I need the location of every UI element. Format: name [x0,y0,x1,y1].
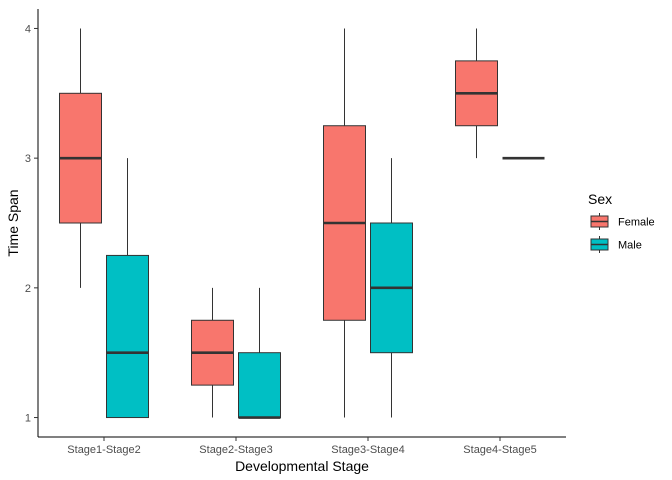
x-tick-label: Stage1-Stage2 [67,444,140,456]
y-axis-title: Time Span [5,189,21,256]
legend-label-female: Female [618,217,655,229]
box-body [106,254,149,419]
box-female [323,28,366,418]
y-tick-label: 2 [25,283,31,295]
y-tick-label: 4 [25,23,31,35]
box-female [191,287,234,418]
y-tick-label: 3 [25,153,31,165]
box-male [238,287,281,419]
box-body [238,352,281,419]
box-female [455,28,498,159]
x-tick-label: Stage2-Stage3 [199,444,272,456]
y-axis-ticks: 1 2 3 4 [25,23,38,425]
plot-area [59,28,545,419]
box-male [106,158,149,419]
x-tick-label: Stage4-Stage5 [463,444,536,456]
legend-key-male [590,236,609,253]
y-tick-label: 1 [25,413,31,425]
box-female [59,28,102,288]
x-axis-ticks: Stage1-Stage2 Stage2-Stage3 Stage3-Stage4 S… [67,437,537,456]
legend-key-female [590,213,609,230]
legend: Sex Female Male [588,191,655,253]
x-axis-title: Developmental Stage [235,458,369,474]
legend-title: Sex [588,191,612,207]
x-tick-label: Stage3-Stage4 [331,444,404,456]
legend-label-male: Male [618,240,642,252]
box-male [370,158,413,418]
